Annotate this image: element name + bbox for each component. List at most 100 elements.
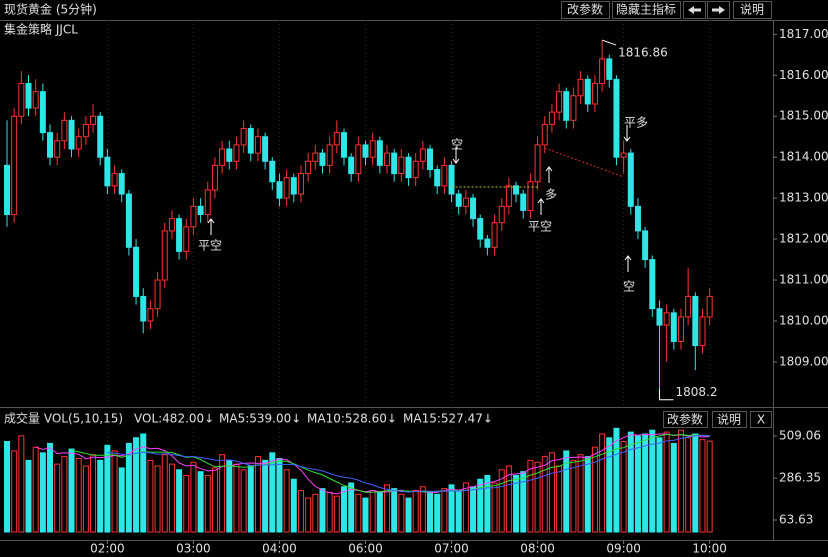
button-label[interactable]: 说明	[740, 2, 764, 17]
x-tick-label: 08:00	[520, 542, 555, 556]
candle-body	[570, 95, 577, 121]
candle-body	[32, 91, 39, 109]
signal-label: 多	[545, 188, 557, 202]
button[interactable]: 说明	[733, 1, 772, 19]
volume-bar	[670, 442, 677, 533]
y-tick-label: 63.63	[779, 513, 813, 527]
volume-bar	[168, 463, 175, 533]
candle-body	[455, 193, 462, 207]
candle-body	[348, 156, 355, 175]
y-tick-label: 509.06	[779, 429, 821, 443]
volume-bar	[548, 452, 555, 533]
candle-body	[90, 115, 97, 125]
signal-arrow-head	[207, 218, 215, 224]
candle-body	[68, 119, 75, 150]
volume-bar	[161, 454, 168, 533]
candle-body	[513, 185, 520, 195]
candle-body	[462, 197, 469, 207]
candle-body	[384, 152, 391, 166]
volume-bar	[133, 437, 140, 533]
candle-body	[642, 230, 649, 261]
volume-bar	[484, 474, 491, 533]
volume-bar	[699, 439, 706, 533]
candle-body	[670, 312, 677, 342]
candle-body	[247, 128, 254, 154]
button[interactable]: 改参数	[561, 1, 610, 19]
volume-bar	[534, 461, 541, 533]
candle-body	[419, 148, 426, 162]
volume-bar	[340, 486, 347, 533]
volume-bar	[505, 465, 512, 533]
button[interactable]: 改参数	[663, 411, 708, 428]
button[interactable]: 说明	[712, 411, 747, 428]
button-label[interactable]: X	[757, 413, 765, 427]
candle-body	[541, 123, 548, 146]
y-tick-label: 1815.00	[779, 109, 828, 123]
candle-body	[290, 177, 297, 195]
candle-body	[441, 164, 448, 187]
candle-body	[398, 156, 405, 175]
volume-bar	[32, 446, 39, 533]
low-marker	[658, 388, 674, 401]
candle-body	[412, 160, 419, 179]
button-label[interactable]: 隐藏主指标	[616, 2, 676, 17]
candle-body	[627, 152, 634, 207]
volume-bar	[233, 463, 240, 533]
volume-bar	[269, 452, 276, 533]
volume-bar	[219, 454, 226, 533]
moving-average-line	[71, 433, 710, 493]
candle-body	[197, 205, 204, 216]
volume-bar	[405, 497, 412, 533]
volume-bar	[455, 490, 462, 533]
moving-average-line	[107, 434, 710, 493]
button-label[interactable]: 改参数	[667, 412, 703, 427]
volume-bar	[82, 465, 89, 533]
prev-button[interactable]	[683, 1, 706, 19]
x-tick-label: 03:00	[176, 542, 211, 556]
volume-bar	[369, 490, 376, 533]
candle-body	[599, 58, 606, 84]
volume-bar	[11, 450, 18, 533]
volume-bar	[90, 454, 97, 533]
candle-body	[634, 205, 641, 232]
volume-bar	[577, 454, 584, 533]
button-label[interactable]: 说明	[717, 412, 741, 427]
candle-body	[391, 152, 398, 175]
signal-label: 空	[451, 138, 463, 152]
volume-bar	[226, 459, 233, 533]
volume-readout: MA15:527.47↓	[403, 412, 493, 426]
volume-readout: MA10:528.60↓	[307, 412, 397, 426]
low-label: 1808.2	[675, 385, 717, 399]
y-tick-label: 1811.00	[779, 273, 828, 287]
volume-bar	[570, 459, 577, 533]
candle-body	[276, 181, 283, 199]
moving-average-line	[35, 433, 710, 495]
volume-bar	[4, 441, 10, 533]
button-label[interactable]: 改参数	[567, 2, 603, 17]
volume-bar	[240, 469, 247, 533]
close-button[interactable]: X	[750, 411, 772, 428]
signal-arrow-head	[452, 158, 460, 164]
candle-body	[376, 140, 383, 166]
volume-bar	[326, 491, 333, 533]
high-marker	[601, 39, 617, 46]
next-button[interactable]	[707, 1, 730, 19]
candle-body	[548, 111, 555, 125]
candle-body	[556, 91, 563, 113]
volume-bar	[147, 459, 154, 533]
candle-body	[269, 160, 276, 183]
candle-body	[297, 173, 304, 195]
volume-bar	[656, 437, 663, 533]
candle-body	[333, 132, 340, 146]
y-tick-label: 1813.00	[779, 191, 828, 205]
volume-bar	[140, 433, 147, 533]
volume-bar	[211, 467, 218, 533]
volume-bar	[262, 459, 269, 533]
volume-bar	[642, 433, 649, 533]
button[interactable]: 隐藏主指标	[612, 1, 681, 19]
candle-body	[140, 295, 147, 322]
candle-body	[369, 140, 376, 158]
x-tick-label: 09:00	[606, 542, 641, 556]
candle-body	[606, 58, 613, 80]
candle-body	[692, 295, 699, 347]
